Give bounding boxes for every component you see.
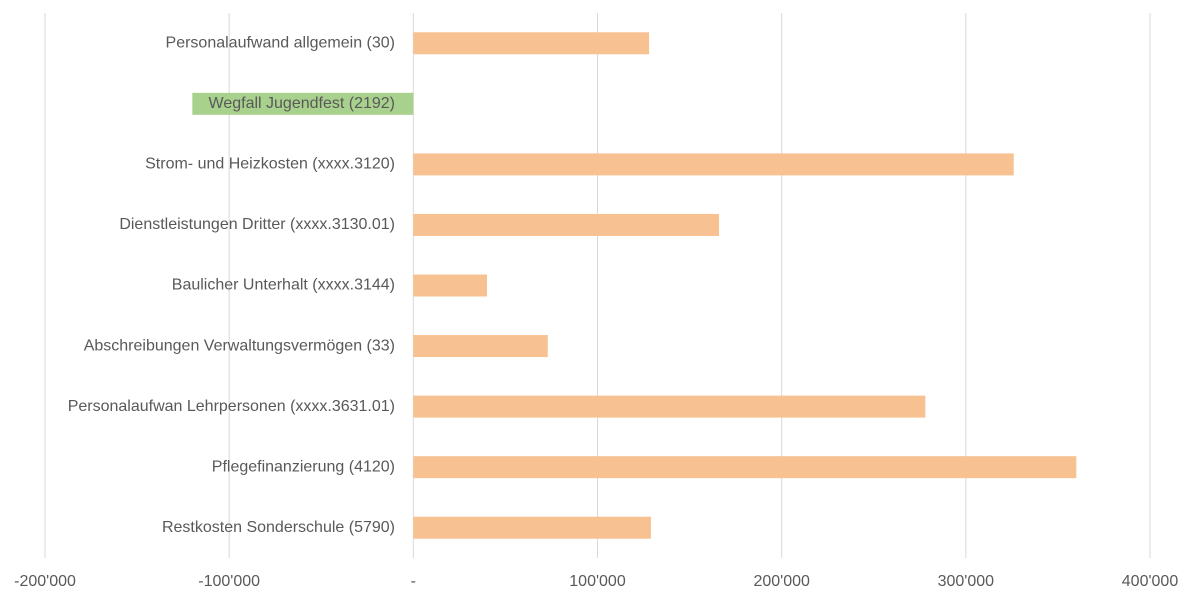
x-tick-label: 200'000: [753, 573, 810, 589]
y-tick-label: Wegfall Jugendfest (2192): [209, 95, 395, 112]
y-tick-label: Dienstleistungen Dritter (xxxx.3130.01): [119, 216, 395, 233]
x-tick-label: -200'000: [14, 573, 76, 589]
bar: [413, 516, 651, 539]
y-tick-label: Personalaufwand allgemein (30): [166, 34, 395, 51]
bar: [413, 456, 1077, 479]
y-tick-label: Strom- und Heizkosten (xxxx.3120): [145, 156, 395, 173]
bar: [413, 335, 548, 358]
x-tick-label: 100'000: [569, 573, 626, 589]
y-tick-label: Pflegefinanzierung (4120): [212, 458, 395, 475]
y-tick-label: Restkosten Sonderschule (5790): [162, 519, 395, 536]
bar: [192, 92, 414, 115]
bar: [413, 32, 650, 55]
x-tick-label: 400'000: [1122, 573, 1179, 589]
x-tick-label: -100'000: [198, 573, 260, 589]
bar: [413, 153, 1014, 176]
bar: [413, 213, 720, 236]
y-tick-label: Abschreibungen Verwaltungsvermögen (33): [84, 337, 395, 354]
bar: [413, 274, 487, 297]
y-tick-label: Baulicher Unterhalt (xxxx.3144): [172, 277, 395, 294]
x-tick-label: 300'000: [938, 573, 995, 589]
y-tick-label: Personalaufwan Lehrpersonen (xxxx.3631.0…: [68, 398, 395, 415]
x-tick-label: -: [411, 573, 416, 589]
bar: [413, 395, 926, 418]
